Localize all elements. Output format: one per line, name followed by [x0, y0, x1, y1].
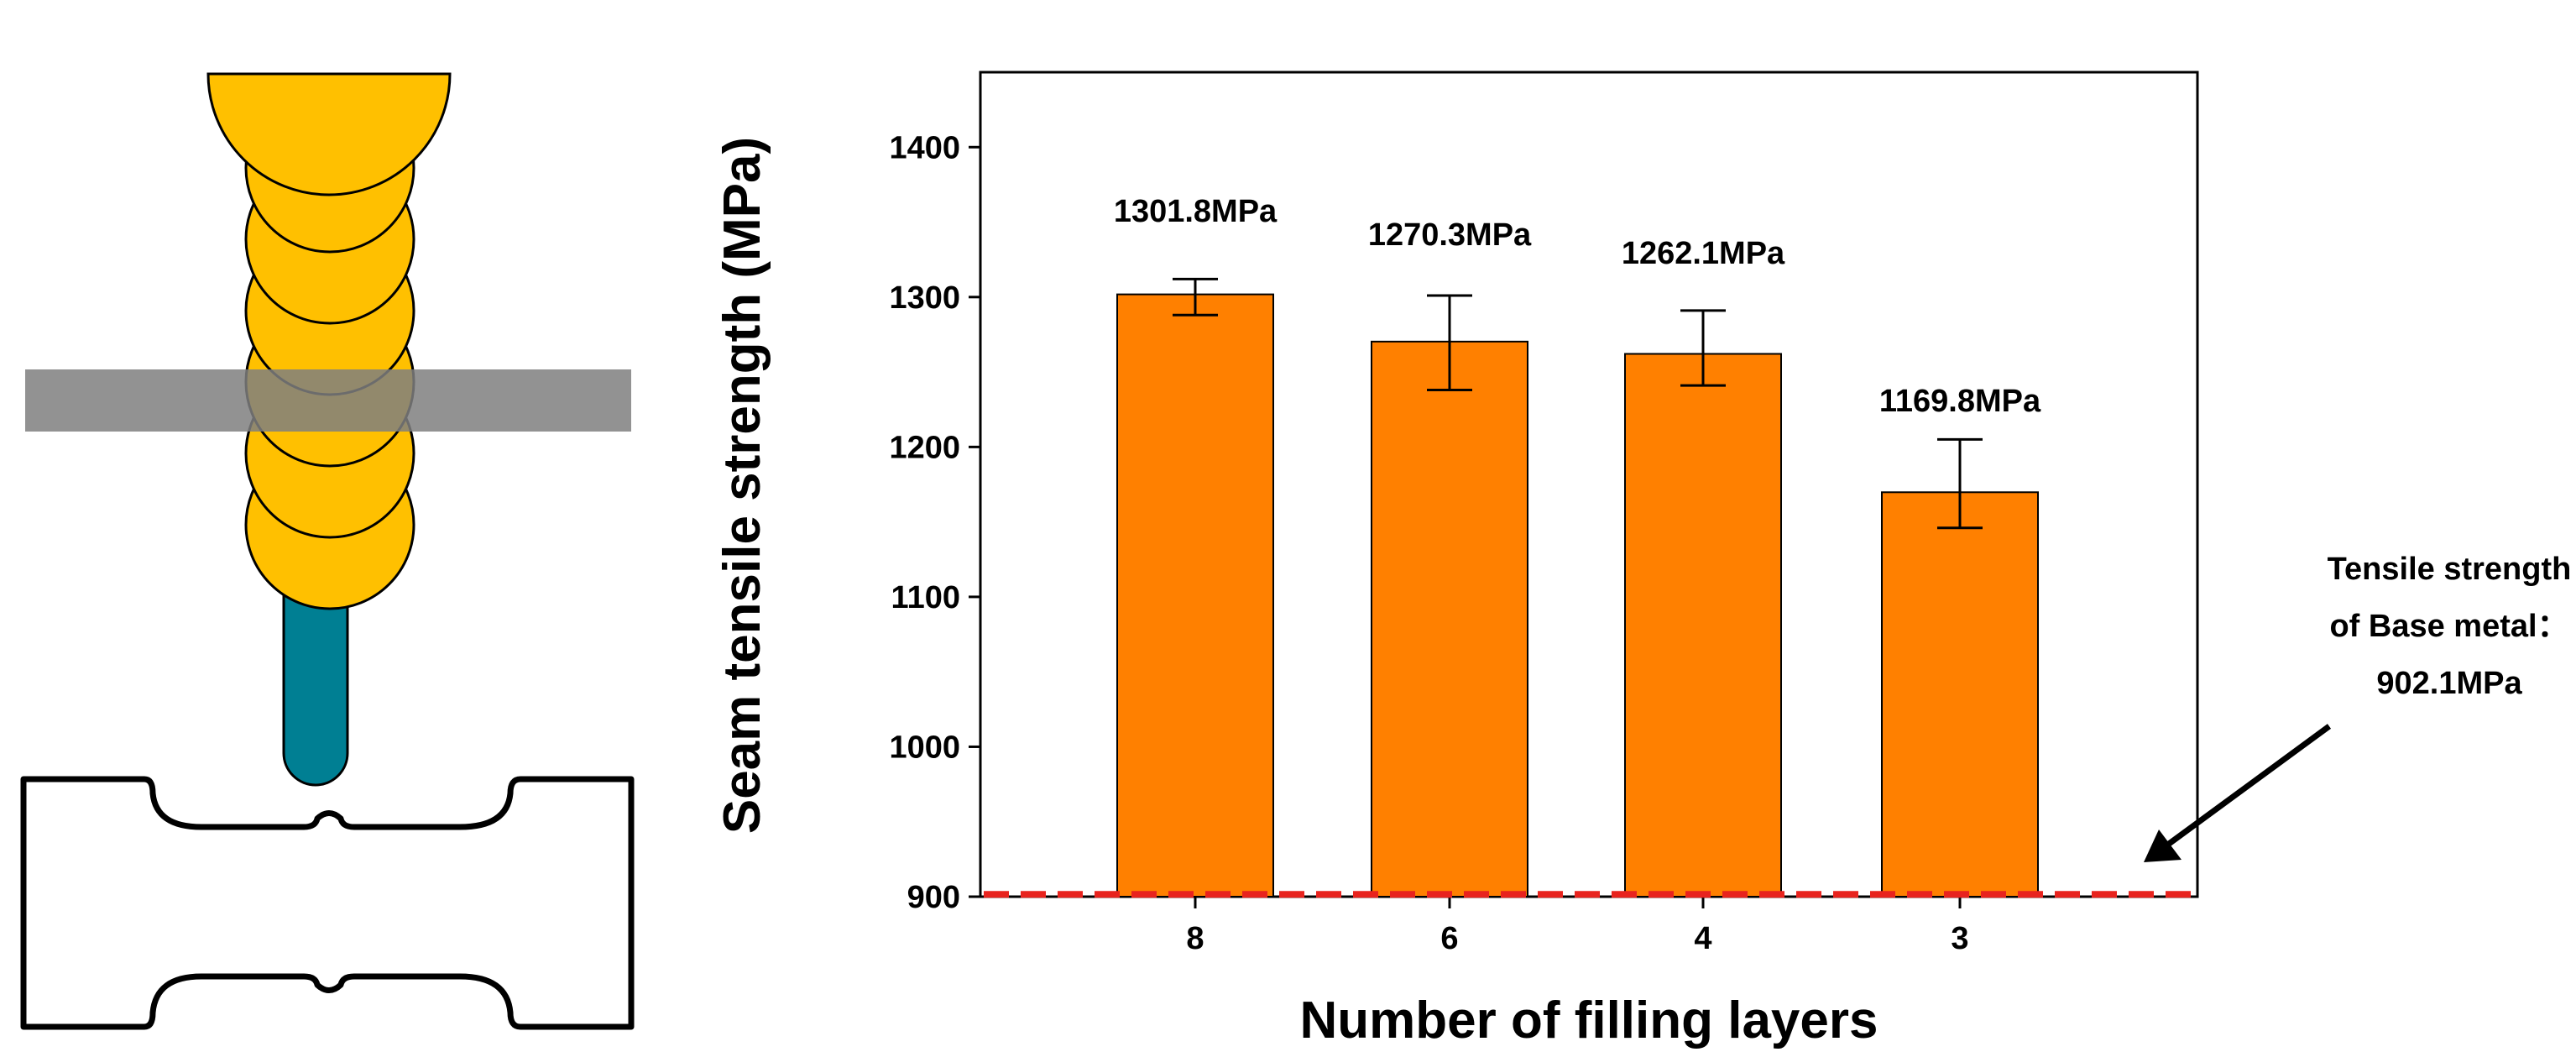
bars	[1116, 293, 2039, 898]
tensile-specimen	[20, 776, 635, 1030]
y-tick-label: 1200	[889, 430, 960, 465]
bar-8-layers	[1116, 293, 1274, 898]
bar-3-layers	[1881, 491, 2039, 898]
annotation-line-1: Tensile strength	[2328, 552, 2572, 587]
error-bar-4-layers	[1680, 309, 1726, 387]
top-weld-bead	[206, 72, 452, 196]
y-tick-label: 1400	[889, 130, 960, 165]
section-band	[25, 369, 631, 432]
y-tick-label: 900	[907, 880, 960, 915]
bar-4-layers	[1624, 353, 1782, 898]
data-label-8-layers: 1301.8MPa	[1114, 194, 1278, 229]
x-axis: 8 6 4 3	[1186, 897, 1969, 956]
data-label-6-layers: 1270.3MPa	[1368, 217, 1532, 253]
x-tick-label: 6	[1440, 921, 1458, 956]
bar-chart: 900 1000 1100 1200 1300 1400 8 6 4 3 1301.8MPa 12…	[713, 71, 2571, 1049]
base-metal-annotation: Tensile strength of Base metal： 902.1MPa	[2144, 552, 2571, 862]
y-tick-label: 1100	[891, 580, 960, 615]
error-bar-8-layers	[1173, 277, 1218, 317]
y-axis-title: Seam tensile strength (MPa)	[713, 137, 771, 834]
error-bar-3-layers	[1937, 437, 1983, 530]
annotation-line-3: 902.1MPa	[2376, 666, 2522, 701]
x-tick-label: 8	[1186, 921, 1204, 956]
y-tick-label: 1000	[889, 730, 960, 765]
annotation-arrow-shaft	[2166, 724, 2332, 846]
y-tick-label: 1300	[889, 280, 960, 316]
annotation-line-2: of Base metal：	[2329, 609, 2568, 644]
x-axis-title: Number of filling layers	[1299, 992, 1878, 1049]
x-tick-label: 4	[1694, 921, 1711, 956]
weld-deposition-schematic	[20, 72, 635, 1030]
x-tick-label: 3	[1951, 921, 1968, 956]
error-bars	[1173, 277, 1983, 530]
y-axis: 900 1000 1100 1200 1300 1400	[889, 130, 980, 915]
data-label-4-layers: 1262.1MPa	[1622, 236, 1785, 271]
data-label-3-layers: 1169.8MPa	[1879, 384, 2041, 419]
data-labels: 1301.8MPa 1270.3MPa 1262.1MPa 1169.8MPa	[1114, 194, 2041, 419]
error-bar-6-layers	[1427, 294, 1472, 392]
annotation-arrowhead	[2144, 830, 2182, 862]
bar-6-layers	[1371, 340, 1528, 898]
